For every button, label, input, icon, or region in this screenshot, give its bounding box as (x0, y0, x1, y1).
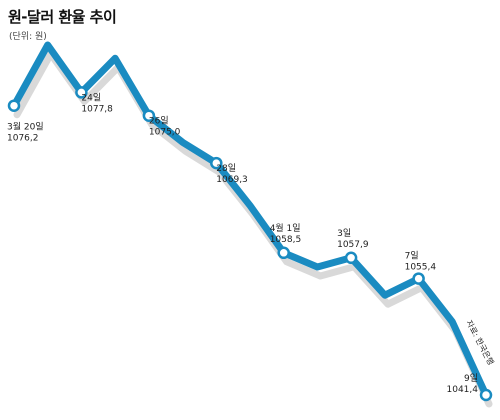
marker-layer (7, 86, 493, 402)
value-label: 1077,8 (81, 104, 113, 114)
date-label: 3월 20일 (7, 121, 44, 133)
line-layer (10, 41, 490, 399)
data-point-marker (75, 86, 88, 99)
data-point-marker (412, 272, 425, 285)
date-label: 26일 (149, 116, 169, 127)
data-point-marker (344, 251, 358, 265)
value-label: 1057,9 (337, 240, 369, 250)
value-label: 1058,5 (270, 235, 302, 245)
value-label: 1069,3 (216, 175, 248, 185)
chart-subtitle: (단위: 원) (9, 32, 47, 42)
data-point-marker (7, 99, 21, 112)
value-label: 1041,4 (447, 385, 479, 395)
date-label: 3일 (337, 228, 351, 239)
date-label: 4월 1일 (270, 222, 301, 234)
date-label: 7일 (405, 251, 419, 262)
chart-title: 원-달러 환율 추이 (8, 8, 117, 26)
date-label: 9일 (464, 373, 478, 384)
date-label: 24일 (81, 92, 101, 103)
value-label: 1075,0 (149, 128, 181, 138)
data-point-marker (142, 109, 156, 122)
series-line (10, 41, 490, 399)
value-label: 1076,2 (7, 134, 39, 144)
data-point-marker (210, 156, 223, 170)
value-label: 1055,4 (405, 263, 437, 273)
data-point-marker (277, 246, 290, 260)
data-point-marker (479, 388, 493, 402)
date-label: 28일 (216, 163, 236, 174)
